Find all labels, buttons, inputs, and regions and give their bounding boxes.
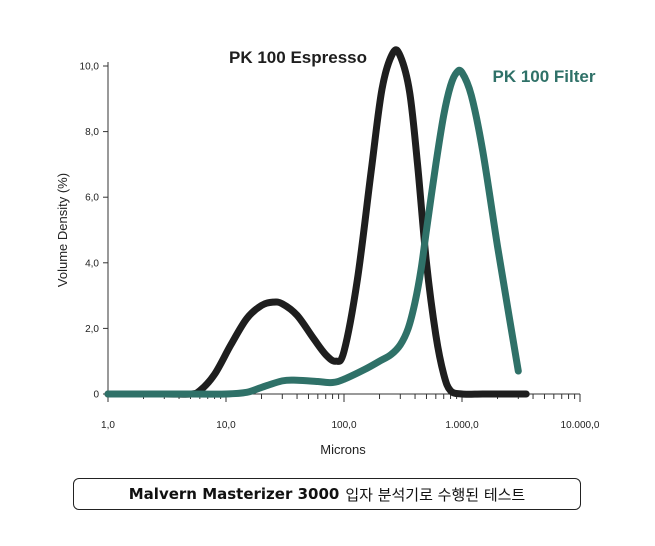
x-tick-label: 1.000,0 bbox=[445, 420, 479, 431]
y-tick-label: 0 bbox=[93, 390, 99, 401]
y-axis-title: Volume Density (%) bbox=[55, 173, 70, 287]
x-tick-label: 10,0 bbox=[216, 420, 236, 431]
filter-line bbox=[104, 66, 522, 398]
chart-ticks: 0 2,0 4,0 6,0 8,0 10,0 1,0 10,0 100,0 1.000,0 10.0… bbox=[80, 62, 600, 432]
caption-description: 입자 분석기로 수행된 테스트 bbox=[345, 485, 526, 504]
caption-instrument: Malvern Masterizer 3000 bbox=[128, 485, 340, 503]
y-tick-label: 10,0 bbox=[80, 62, 100, 73]
y-tick-label: 4,0 bbox=[85, 258, 99, 269]
x-tick-label: 1,0 bbox=[101, 420, 115, 431]
espresso-line bbox=[104, 46, 530, 398]
y-tick-label: 8,0 bbox=[85, 127, 99, 138]
x-axis-title: Microns bbox=[320, 442, 366, 457]
filter-label: PK 100 Filter bbox=[493, 67, 596, 86]
particle-size-chart: 0 2,0 4,0 6,0 8,0 10,0 1,0 10,0 100,0 1.000,0 10.0… bbox=[55, 46, 600, 457]
y-tick-label: 6,0 bbox=[85, 193, 99, 204]
chart-labels: PK 100 Espresso PK 100 Filter bbox=[229, 48, 596, 86]
y-tick-label: 2,0 bbox=[85, 324, 99, 335]
chart-lines bbox=[104, 46, 530, 398]
x-tick-label: 100,0 bbox=[331, 420, 356, 431]
espresso-label: PK 100 Espresso bbox=[229, 48, 367, 67]
caption-box: Malvern Masterizer 3000 입자 분석기로 수행된 테스트 bbox=[73, 478, 581, 510]
x-tick-label: 10.000,0 bbox=[561, 420, 600, 431]
